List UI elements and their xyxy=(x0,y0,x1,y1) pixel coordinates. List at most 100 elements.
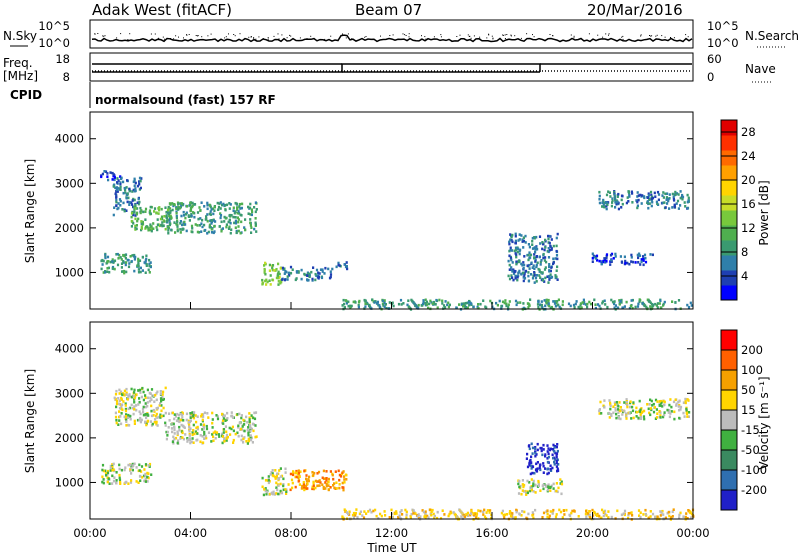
velocity-cell xyxy=(275,486,278,489)
power-cell xyxy=(111,258,114,261)
velocity-cell xyxy=(247,439,250,443)
nsearch-point xyxy=(488,33,490,35)
power-cell xyxy=(527,258,530,262)
velocity-cell xyxy=(144,402,147,405)
velocity-cell xyxy=(201,435,204,438)
velocity-cell xyxy=(162,390,165,394)
power-cell xyxy=(189,201,192,204)
velocity-cell xyxy=(337,469,340,473)
power-cell xyxy=(639,299,642,302)
power-cell xyxy=(156,218,159,221)
power-cell xyxy=(427,306,430,310)
velocity-cell xyxy=(277,484,280,487)
velocity-cell xyxy=(343,475,346,478)
power-cell xyxy=(522,271,525,275)
velocity-cell xyxy=(305,479,308,483)
velocity-cell xyxy=(643,417,646,421)
velocity-cell xyxy=(372,509,375,513)
nsearch-point xyxy=(104,35,106,37)
velocity-cell xyxy=(128,424,131,427)
power-cell xyxy=(521,264,524,267)
velocity-cell xyxy=(677,400,680,404)
velocity-cell xyxy=(303,469,306,473)
velocity-cell xyxy=(159,392,162,396)
power-cell xyxy=(605,253,609,256)
nsearch-point xyxy=(570,34,572,36)
velocity-cell xyxy=(614,407,617,410)
velocity-cell xyxy=(124,481,127,484)
nsearch-point xyxy=(365,36,367,37)
nsearch-point xyxy=(173,38,175,40)
velocity-cell xyxy=(192,416,196,420)
velocity-cell xyxy=(102,478,105,481)
power-cell xyxy=(234,210,237,213)
power-cell xyxy=(686,206,689,210)
velocity-cell xyxy=(240,416,243,420)
velocity-cell xyxy=(546,450,549,453)
velocity-cell xyxy=(196,427,199,431)
velocity-cell xyxy=(125,424,128,427)
velocity-cell xyxy=(202,415,205,418)
power-cell xyxy=(515,262,518,266)
velocity-cell xyxy=(426,514,429,518)
velocity-cell xyxy=(441,509,444,512)
power-cell xyxy=(659,299,662,302)
power-cell xyxy=(533,253,536,256)
power-cell xyxy=(553,302,557,305)
velocity-cell xyxy=(171,430,174,434)
freq-label: Freq. xyxy=(3,56,33,70)
power-cell xyxy=(190,212,193,216)
velocity-cell xyxy=(532,516,535,520)
velocity-cell xyxy=(145,423,148,427)
power-cell xyxy=(249,202,252,206)
power-cell xyxy=(147,228,150,232)
velocity-cell xyxy=(678,516,681,519)
nsearch-point xyxy=(347,33,349,35)
power-cell xyxy=(137,197,140,201)
velocity-cell xyxy=(230,427,233,431)
power-cell xyxy=(674,190,677,194)
power-cell xyxy=(271,266,274,270)
power-cell xyxy=(182,210,185,214)
velocity-cell xyxy=(329,486,332,489)
power-cell xyxy=(329,273,333,276)
power-cell xyxy=(233,211,236,215)
nsearch-point xyxy=(127,39,129,40)
power-cell xyxy=(238,212,241,215)
velocity-cell xyxy=(146,471,149,475)
velocity-cell xyxy=(172,442,175,445)
power-cell xyxy=(545,298,548,302)
power-cell xyxy=(240,206,243,210)
power-cell xyxy=(158,206,161,209)
velocity-cell xyxy=(609,403,612,406)
velocity-cell xyxy=(164,386,167,390)
velocity-cell xyxy=(547,471,550,475)
power-cell xyxy=(176,225,179,228)
velocity-cell xyxy=(554,515,558,519)
nsearch-point xyxy=(289,34,291,36)
velocity-cell xyxy=(185,412,189,416)
power-cell xyxy=(508,254,511,258)
velocity-cell xyxy=(275,481,278,485)
power-cell xyxy=(441,299,444,303)
power-cell xyxy=(168,221,171,224)
power-cell xyxy=(285,270,288,274)
power-cell xyxy=(648,300,651,303)
velocity-cell xyxy=(118,473,121,477)
velocity-cbar-tick-label: 200 xyxy=(741,343,763,357)
velocity-cell xyxy=(427,516,430,519)
power-cell xyxy=(515,248,518,252)
power-cell xyxy=(537,300,540,303)
velocity-cell xyxy=(189,416,192,419)
power-cell xyxy=(647,192,650,195)
velocity-cell xyxy=(125,420,128,423)
velocity-cell xyxy=(551,453,554,457)
power-cbar-swatch xyxy=(721,195,737,211)
power-cell xyxy=(364,299,367,303)
velocity-cell xyxy=(168,412,171,415)
power-cell xyxy=(558,305,561,309)
power-cell xyxy=(623,255,626,259)
velocity-heatmap xyxy=(101,386,695,521)
power-cell xyxy=(228,207,231,210)
power-cell xyxy=(466,306,469,310)
